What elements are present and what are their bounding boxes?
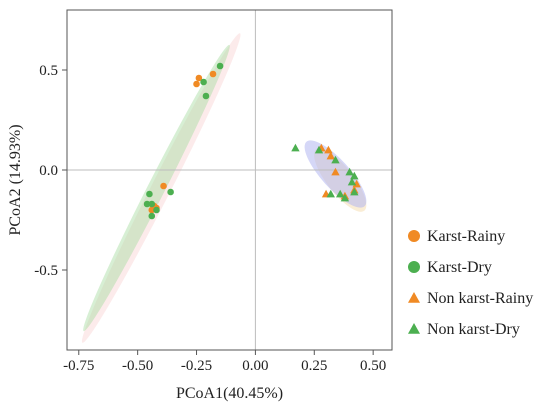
legend-swatch-non-karst-dry [408,323,420,334]
legend: Karst-Rainy Karst-Dry Non karst-Rainy Non k… [408,228,533,338]
point-non-karst-rainy [324,145,333,154]
point-karst-rainy [160,182,167,190]
point-non-karst-dry [335,189,345,198]
point-non-karst-rainy [352,179,361,188]
point-karst-dry [153,206,160,214]
point-karst-rainy [193,80,200,88]
x-axis-title: PCoA1(40.45%) [176,385,283,402]
x-tick-label: -0.50 [122,358,153,374]
legend-label-karst-dry: Karst-Dry [427,259,492,276]
legend-swatch-karst-dry [408,261,420,273]
point-karst-rainy [195,74,203,82]
point-karst-dry [143,200,151,208]
point-karst-dry [167,188,174,196]
point-non-karst-dry [291,143,300,152]
legend-label-non-karst-dry: Non karst-Dry [427,321,520,338]
x-tick-label: 0.25 [301,358,327,374]
point-karst-dry [202,92,210,100]
point-non-karst-dry [350,187,359,196]
legend-label-karst-rainy: Karst-Rainy [427,228,505,245]
x-tick-label: 0.00 [242,358,268,374]
plot-frame [66,9,393,351]
point-karst-dry [148,200,156,208]
legend-swatch-karst-rainy [408,230,420,242]
data-points [143,62,361,220]
point-non-karst-dry [347,177,357,186]
point-karst-rainy [209,70,217,78]
legend-label-non-karst-rainy: Non karst-Rainy [427,290,533,307]
x-tick-label: -0.25 [181,358,212,374]
x-tick-label: -0.75 [63,358,94,374]
point-non-karst-dry [350,171,359,180]
x-axis: -0.75 -0.50 -0.25 0.00 0.25 0.50 [63,350,386,374]
point-karst-dry [148,212,156,220]
point-non-karst-dry [326,189,335,198]
point-non-karst-dry [314,145,324,154]
confidence-ellipses [81,33,367,343]
y-tick-label: 0.0 [39,163,58,179]
x-tick-label: 0.50 [360,358,386,374]
legend-swatch-non-karst-rainy [408,292,420,303]
point-karst-dry [216,62,224,70]
point-karst-dry [146,190,153,198]
ellipse-karst-dry [83,44,230,332]
point-non-karst-rainy [331,167,340,176]
point-karst-dry [200,78,207,86]
point-non-karst-dry [345,167,354,176]
y-tick-label: 0.5 [39,63,58,79]
reference-lines [67,10,392,350]
point-non-karst-rainy [326,151,335,160]
y-axis: -0.5 0.0 0.5 [34,63,67,279]
y-axis-title: PCoA2 (14.93%) [7,124,24,235]
point-non-karst-dry [331,155,340,164]
point-non-karst-dry [340,193,350,202]
y-tick-label: -0.5 [34,263,58,279]
